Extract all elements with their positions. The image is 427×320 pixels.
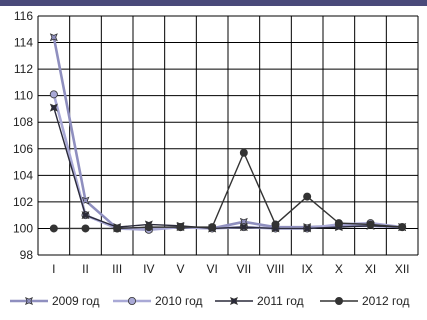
x-tick-label: V bbox=[176, 262, 184, 276]
legend-item: 2011 год bbox=[215, 294, 304, 308]
chart-series bbox=[49, 33, 407, 234]
x-tick-label: I bbox=[52, 262, 55, 276]
legend-swatch-marker bbox=[25, 297, 33, 305]
x-tick-label: III bbox=[112, 262, 122, 276]
data-point bbox=[303, 224, 312, 233]
legend-label: 2011 год bbox=[257, 294, 304, 308]
data-point bbox=[398, 223, 407, 232]
data-point bbox=[366, 220, 375, 229]
y-tick-label: 100 bbox=[13, 221, 33, 235]
data-point bbox=[49, 103, 58, 112]
series-4 bbox=[49, 148, 407, 233]
data-point bbox=[81, 224, 90, 233]
y-tick-label: 108 bbox=[13, 115, 33, 129]
data-point bbox=[271, 220, 280, 229]
y-tick-label: 106 bbox=[13, 142, 33, 156]
y-tick-label: 114 bbox=[14, 36, 33, 50]
data-point bbox=[113, 224, 122, 233]
legend-label: 2012 год bbox=[362, 294, 410, 308]
x-axis-labels: I II III IV V VI VII VIII IX X XI XII bbox=[52, 262, 409, 276]
data-point bbox=[49, 33, 58, 42]
legend-label: 2009 год bbox=[52, 294, 100, 308]
x-tick-label: IV bbox=[143, 262, 154, 276]
series-line bbox=[53, 107, 403, 230]
y-tick-label: 110 bbox=[14, 89, 33, 103]
x-tick-label: VIII bbox=[266, 262, 284, 276]
data-point bbox=[303, 192, 312, 201]
series-line bbox=[52, 36, 403, 230]
data-point bbox=[144, 223, 153, 232]
data-point bbox=[81, 211, 90, 220]
legend-item: 2009 год bbox=[10, 294, 100, 308]
y-tick-label: 116 bbox=[14, 9, 33, 23]
x-tick-label: XI bbox=[365, 262, 376, 276]
y-tick-label: 98 bbox=[20, 248, 34, 262]
y-tick-label: 102 bbox=[13, 195, 33, 209]
data-point bbox=[49, 90, 58, 99]
legend-swatch-marker bbox=[230, 297, 238, 305]
x-tick-label: X bbox=[335, 262, 343, 276]
legend-item: 2012 год bbox=[320, 294, 410, 308]
legend-swatch-marker bbox=[127, 296, 136, 305]
legend-item: 2010 год bbox=[113, 294, 203, 308]
data-point bbox=[334, 219, 343, 228]
data-point bbox=[239, 148, 248, 157]
data-point bbox=[176, 223, 185, 232]
x-tick-label: VI bbox=[206, 262, 217, 276]
data-point bbox=[239, 223, 248, 232]
data-point bbox=[49, 224, 58, 233]
x-tick-label: VII bbox=[236, 262, 251, 276]
y-axis-labels: 98 100 102 104 106 108 110 112 114 116 bbox=[13, 9, 33, 262]
x-tick-label: II bbox=[82, 262, 89, 276]
chart-legend: 2009 год 2010 год 2011 год 2012 год bbox=[10, 294, 410, 308]
x-tick-label: IX bbox=[301, 262, 312, 276]
x-tick-label: XII bbox=[395, 262, 410, 276]
y-tick-label: 104 bbox=[13, 168, 33, 182]
legend-swatch-marker bbox=[334, 296, 343, 305]
series-line bbox=[53, 152, 403, 230]
legend-label: 2010 год bbox=[155, 294, 203, 308]
data-point bbox=[208, 223, 217, 232]
chart-grid bbox=[37, 15, 419, 256]
y-tick-label: 112 bbox=[14, 62, 33, 76]
top-banner-strip bbox=[0, 0, 427, 6]
